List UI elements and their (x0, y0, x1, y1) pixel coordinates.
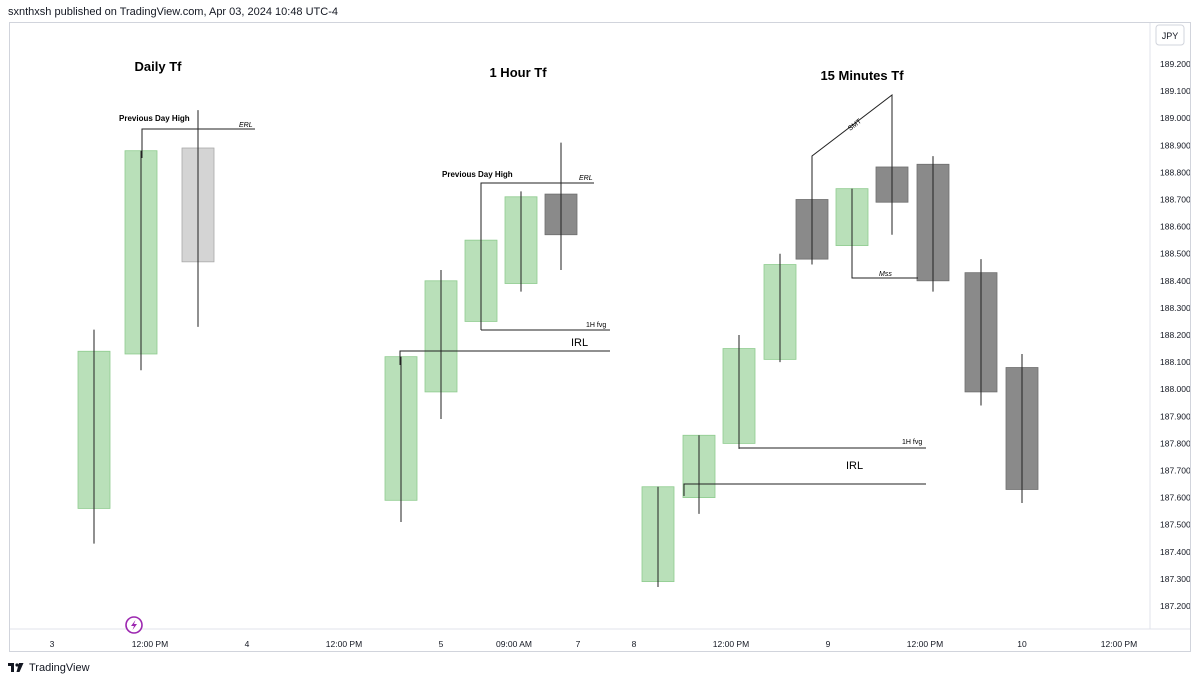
y-tick-label: 187.800 (1160, 438, 1190, 448)
x-tick-label: 8 (632, 639, 637, 649)
y-tick-label: 189.100 (1160, 86, 1190, 96)
candles-layer (77, 110, 1039, 588)
x-tick-label: 4 (245, 639, 250, 649)
pdh-line-1h (480, 182, 594, 330)
chart-svg[interactable]: JPY 189.200189.100189.000188.900188.8001… (10, 23, 1191, 651)
label-erl-1h: ERL (579, 175, 593, 182)
y-tick-label: 187.300 (1160, 574, 1190, 584)
y-tick-label: 188.800 (1160, 167, 1190, 177)
smt-line (811, 93, 893, 201)
x-tick-label: 3 (50, 639, 55, 649)
fvg-line-15m (738, 438, 926, 449)
y-tick-label: 187.500 (1160, 520, 1190, 530)
x-tick-label: 12:00 PM (1101, 639, 1137, 649)
annotations-1h (399, 182, 610, 365)
label-mss: Mss (879, 271, 892, 278)
publish-header: sxnthxsh published on TradingView.com, A… (8, 6, 338, 18)
tradingview-logo-icon (8, 663, 24, 672)
y-tick-label: 188.300 (1160, 303, 1190, 313)
label-erl-daily: ERL (239, 122, 253, 129)
x-tick-label: 7 (576, 639, 581, 649)
annotations-daily (141, 128, 255, 158)
y-tick-label: 187.900 (1160, 411, 1190, 421)
y-tick-label: 187.700 (1160, 466, 1190, 476)
lightning-icon[interactable] (125, 616, 143, 634)
currency-badge-box[interactable] (1155, 24, 1185, 46)
label-irl-1h: IRL (571, 337, 588, 349)
y-tick-label: 187.400 (1160, 547, 1190, 557)
label-pdh-daily: Previous Day High (119, 114, 190, 123)
y-tick-label: 188.500 (1160, 249, 1190, 259)
x-tick-label: 10 (1017, 639, 1027, 649)
label-fvg-1h: 1H fvg (586, 322, 606, 329)
label-fvg-15m: 1H fvg (902, 439, 922, 446)
y-tick-label: 188.000 (1160, 384, 1190, 394)
annotations-15m (683, 93, 926, 496)
label-smt: SMT (847, 118, 864, 133)
y-axis-ticks: 189.200 189.100 189.000 188.900 188.800 188.7… (1160, 59, 1191, 611)
y-tick-label: 188.600 (1160, 222, 1190, 232)
y-tick-label: 188.700 (1160, 195, 1190, 205)
x-tick-label: 09:00 AM (496, 639, 532, 649)
x-tick-label: 12:00 PM (326, 639, 362, 649)
section-title-15m: 15 Minutes Tf (820, 68, 904, 83)
x-tick-label: 12:00 PM (713, 639, 749, 649)
x-tick-label: 9 (826, 639, 831, 649)
x-axis-ticks: 3 12:00 PM 4 12:00 PM 5 09:00 AM 7 8 12:00 PM 9 12… (50, 639, 1138, 649)
section-title-1h: 1 Hour Tf (489, 65, 547, 80)
y-tick-label: 189.200 (1160, 59, 1190, 69)
x-tick-label: 5 (439, 639, 444, 649)
label-irl-15m: IRL (846, 460, 863, 472)
section-title-daily: Daily Tf (135, 59, 183, 74)
footer-brand: TradingView (29, 662, 90, 674)
label-pdh-1h: Previous Day High (442, 170, 513, 179)
y-tick-label: 188.900 (1160, 140, 1190, 150)
chart-frame[interactable]: JPY 189.200 189.100 189.000 188.900 188.800 1… (9, 22, 1191, 652)
y-tick-label: 187.200 (1160, 601, 1190, 611)
currency-badge[interactable]: JPY (1162, 31, 1179, 41)
y-tick-label: 187.600 (1160, 493, 1190, 503)
y-tick-label: 188.100 (1160, 357, 1190, 367)
irl-line-15m (683, 483, 926, 496)
y-tick-label: 188.400 (1160, 276, 1190, 286)
irl-line-1h (399, 350, 610, 365)
y-tick-label: 189.000 (1160, 113, 1190, 123)
footer: TradingView (8, 660, 90, 676)
y-tick-label: 188.200 (1160, 330, 1190, 340)
x-tick-label: 12:00 PM (907, 639, 943, 649)
mss-line (851, 244, 918, 279)
pdh-line-daily (141, 128, 255, 158)
x-tick-label: 12:00 PM (132, 639, 168, 649)
